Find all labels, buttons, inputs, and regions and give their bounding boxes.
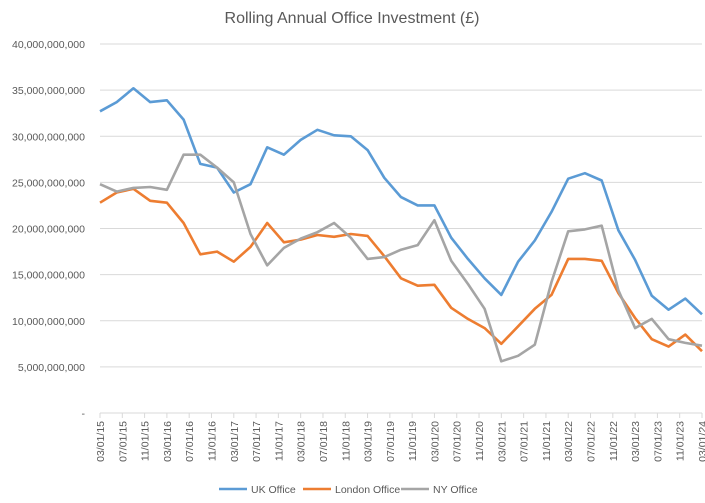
x-tick-label: 03/01/18 xyxy=(296,421,308,462)
x-tick-label: 07/01/17 xyxy=(251,421,263,462)
series-line-ny-office xyxy=(99,153,703,363)
x-axis: 03/01/15 07/01/15 11/01/15 03/01/16 07/01/16… xyxy=(95,413,705,462)
x-tick-label: 11/01/18 xyxy=(340,421,352,461)
x-tick-label: 03/01/23 xyxy=(630,421,642,462)
y-tick-label: 30,000,000,000 xyxy=(12,131,85,143)
legend-item[interactable]: London Office xyxy=(303,484,400,496)
y-tick-label: 35,000,000,000 xyxy=(12,85,85,97)
legend-item[interactable]: UK Office xyxy=(219,484,296,496)
x-tick-label: 11/01/23 xyxy=(675,421,687,461)
x-tick-label: 03/01/19 xyxy=(363,421,375,462)
x-tick-label: 03/01/20 xyxy=(429,421,441,462)
legend-label: London Office xyxy=(335,484,400,496)
series-lines xyxy=(99,87,703,363)
legend: UK Office London Office NY Office xyxy=(219,484,478,496)
y-tick-label: 5,000,000,000 xyxy=(18,362,85,374)
legend-item[interactable]: NY Office xyxy=(401,484,478,496)
x-tick-label: 11/01/20 xyxy=(474,421,486,461)
y-tick-label: - xyxy=(82,408,86,420)
x-tick-label: 03/01/17 xyxy=(229,421,241,462)
legend-label: UK Office xyxy=(251,484,296,496)
x-tick-label: 03/01/15 xyxy=(95,421,107,462)
x-tick-label: 03/01/16 xyxy=(162,421,174,462)
y-axis: - 5,000,000,000 10,000,000,000 15,000,000,0… xyxy=(12,39,86,420)
x-tick-label: 11/01/19 xyxy=(407,421,419,461)
x-tick-label: 11/01/21 xyxy=(541,421,553,461)
y-tick-label: 15,000,000,000 xyxy=(12,270,85,282)
series-line-uk-office xyxy=(99,87,703,316)
chart-title: Rolling Annual Office Investment (£) xyxy=(225,10,480,27)
y-tick-label: 20,000,000,000 xyxy=(12,224,85,236)
x-tick-label: 07/01/19 xyxy=(385,421,397,462)
x-tick-label: 07/01/15 xyxy=(117,421,129,462)
x-tick-label: 11/01/22 xyxy=(608,421,620,461)
x-tick-label: 07/01/23 xyxy=(652,421,664,462)
x-tick-label: 07/01/16 xyxy=(184,421,196,462)
legend-label: NY Office xyxy=(433,484,478,496)
gridlines xyxy=(100,43,702,368)
x-tick-label: 07/01/20 xyxy=(452,421,464,462)
y-tick-label: 25,000,000,000 xyxy=(12,177,85,189)
x-tick-label: 07/01/21 xyxy=(519,421,531,462)
series-line-london-office xyxy=(99,187,703,353)
x-tick-label: 07/01/18 xyxy=(318,421,330,462)
x-tick-label: 07/01/22 xyxy=(586,421,598,462)
x-tick-label: 03/01/22 xyxy=(563,421,575,462)
x-tick-label: 03/01/24 xyxy=(697,421,705,462)
y-tick-label: 40,000,000,000 xyxy=(12,39,85,51)
x-tick-label: 11/01/15 xyxy=(140,421,152,461)
x-tick-label: 11/01/16 xyxy=(206,421,218,461)
x-tick-label: 11/01/17 xyxy=(273,421,285,461)
x-tick-label: 03/01/21 xyxy=(496,421,508,462)
y-tick-label: 10,000,000,000 xyxy=(12,316,85,328)
